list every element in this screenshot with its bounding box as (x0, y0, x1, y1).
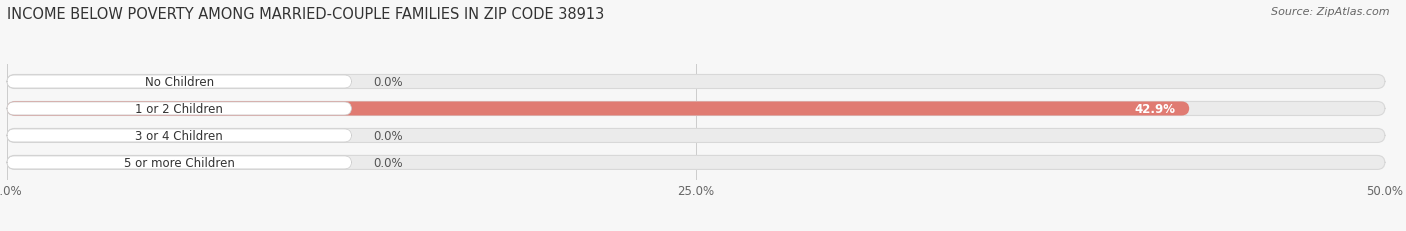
Text: 1 or 2 Children: 1 or 2 Children (135, 103, 224, 116)
FancyBboxPatch shape (7, 129, 1385, 143)
FancyBboxPatch shape (7, 76, 351, 88)
FancyBboxPatch shape (7, 102, 1385, 116)
Text: 0.0%: 0.0% (374, 129, 404, 142)
Text: 3 or 4 Children: 3 or 4 Children (135, 129, 224, 142)
FancyBboxPatch shape (7, 103, 351, 116)
FancyBboxPatch shape (7, 129, 351, 142)
Text: 0.0%: 0.0% (374, 156, 404, 169)
FancyBboxPatch shape (7, 75, 1385, 89)
FancyBboxPatch shape (7, 102, 1189, 116)
Text: 0.0%: 0.0% (374, 76, 404, 89)
Text: 5 or more Children: 5 or more Children (124, 156, 235, 169)
Text: Source: ZipAtlas.com: Source: ZipAtlas.com (1271, 7, 1389, 17)
Text: INCOME BELOW POVERTY AMONG MARRIED-COUPLE FAMILIES IN ZIP CODE 38913: INCOME BELOW POVERTY AMONG MARRIED-COUPL… (7, 7, 605, 22)
Text: No Children: No Children (145, 76, 214, 89)
Text: 42.9%: 42.9% (1135, 103, 1175, 116)
FancyBboxPatch shape (7, 156, 351, 169)
FancyBboxPatch shape (7, 156, 1385, 170)
